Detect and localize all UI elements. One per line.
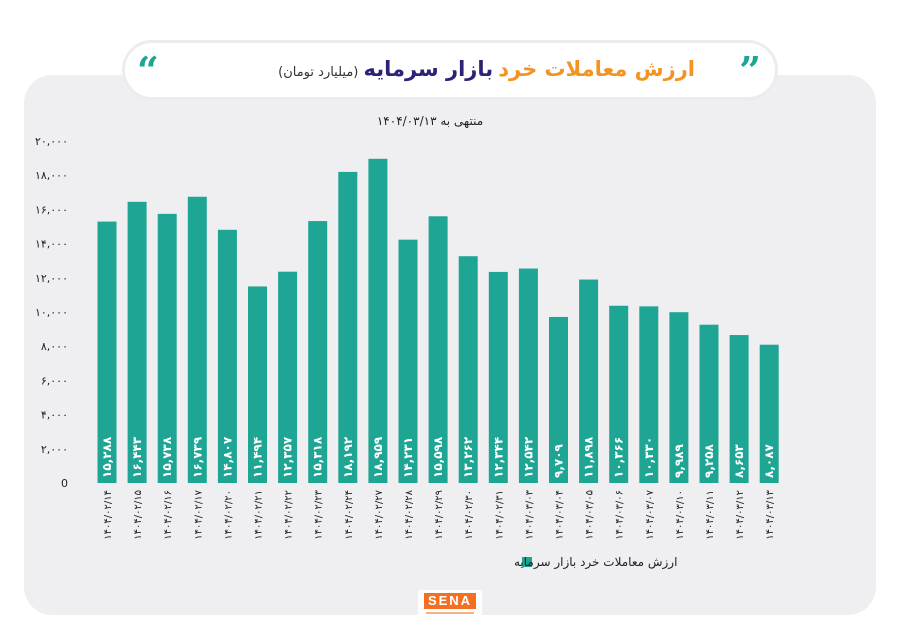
bar-value-label: ۱۵,۷۳۸	[160, 436, 174, 478]
chart-title: ارزش معاملات خرد بازار سرمایه (میلیارد ت…	[278, 57, 695, 81]
bar	[187, 196, 207, 483]
y-tick-label: ۱۴,۰۰۰	[35, 238, 68, 251]
bar-value-label: ۱۶,۴۴۳	[130, 436, 144, 478]
bar-value-label: ۱۲,۳۴۴	[491, 437, 505, 478]
x-tick-label: ۱۴۰۴/۰۳/۱۰	[675, 490, 686, 540]
bar-value-label: ۱۸,۹۵۹	[371, 436, 385, 478]
x-tick-label: ۱۴۰۴/۰۲/۲۲	[284, 490, 295, 540]
chart-subtitle: منتهی به ۱۴۰۴/۰۳/۱۳	[377, 114, 483, 128]
x-tick-label: ۱۴۰۴/۰۲/۲۸	[404, 489, 415, 539]
bar-value-label: ۱۰,۳۶۶	[612, 437, 626, 478]
bar	[639, 306, 659, 483]
bar	[549, 316, 568, 483]
y-tick-label: ۴,۰۰۰	[41, 409, 68, 422]
x-tick-label: ۱۴۰۴/۰۲/۲۷	[374, 489, 385, 539]
sena-logo: SENA	[418, 590, 482, 618]
x-tick-label: ۱۴۰۴/۰۳/۰۶	[615, 490, 626, 540]
bar	[458, 256, 478, 483]
y-tick-label: ۱۶,۰۰۰	[35, 203, 68, 216]
bar	[759, 344, 779, 483]
bar-value-label: ۱۵,۵۹۸	[431, 436, 445, 478]
bar	[729, 335, 749, 483]
x-tick-label: ۱۴۰۴/۰۲/۱۴	[103, 490, 114, 540]
x-tick-label: ۱۴۰۴/۰۲/۲۹	[434, 490, 445, 540]
x-tick-label: ۱۴۰۴/۰۳/۱۱	[705, 490, 716, 540]
y-tick-label: ۱۸,۰۰۰	[35, 169, 68, 182]
y-tick-label: ۱۲,۰۰۰	[35, 272, 68, 285]
bar	[308, 221, 328, 483]
quote-open-icon: “	[137, 48, 159, 93]
x-tick-label: ۱۴۰۴/۰۲/۲۱	[254, 490, 265, 540]
bar-value-label: ۱۵,۳۱۸	[311, 436, 325, 478]
x-axis-labels: ۱۴۰۴/۰۲/۱۴ ۱۴۰۴/۰۲/۱۵ ۱۴۰۴/۰۲/۱۶ ۱۴۰۴/۰۲/۱۷…	[103, 489, 776, 539]
y-axis: 0 ۲,۰۰۰ ۴,۰۰۰ ۶,۰۰۰ ۸,۰۰۰ ۱۰,۰۰۰ ۱۲,۰۰۰ ۱۴,۰۰۰ ۱…	[35, 135, 68, 490]
bar-value-label: ۱۱,۴۹۴	[251, 437, 265, 478]
x-tick-label: ۱۴۰۴/۰۳/۰۷	[645, 489, 656, 539]
y-tick-label: ۸,۰۰۰	[41, 340, 68, 353]
title-part-orange: ارزش معاملات خرد	[498, 57, 695, 81]
bar	[248, 286, 267, 483]
bar-value-label: ۱۵,۲۸۸	[100, 436, 114, 478]
title-part-blue: بازار سرمایه	[363, 57, 494, 81]
bar	[278, 271, 298, 483]
bar	[157, 213, 177, 484]
bar-value-label: ۹,۹۸۹	[672, 443, 686, 478]
bar-value-label: ۱۲,۵۴۲	[521, 436, 535, 478]
title-banner: “ ارزش معاملات خرد بازار سرمایه (میلیارد…	[122, 40, 778, 100]
y-tick-label: ۲۰,۰۰۰	[35, 135, 68, 148]
bar-value-label: ۸,۶۵۳	[732, 443, 746, 478]
bar-value-label: ۱۲,۳۵۷	[281, 436, 295, 478]
bar-value-label: ۱۶,۷۳۹	[190, 436, 204, 478]
x-tick-label: ۱۴۰۴/۰۲/۳۱	[494, 490, 505, 540]
legend-swatch	[522, 557, 532, 567]
bar-value-label: ۱۰,۳۳۰	[642, 437, 656, 478]
x-tick-label: ۱۴۰۴/۰۳/۰۳	[524, 489, 535, 539]
x-tick-label: ۱۴۰۴/۰۲/۲۳	[314, 489, 325, 539]
bar	[699, 324, 719, 483]
x-tick-label: ۱۴۰۴/۰۳/۰۴	[555, 490, 566, 540]
bars: ۱۵,۲۸۸ ۱۶,۴۴۳ ۱۵,۷۳۸ ۱۶,۷۳۹ ۱۴,۸۰۷ ۱۱,۴۹۴ ۱۲,۳…	[97, 158, 779, 484]
x-tick-label: ۱۴۰۴/۰۲/۱۶	[163, 490, 174, 540]
bar	[97, 221, 117, 483]
bar	[488, 271, 508, 483]
bar	[127, 201, 147, 483]
bar	[368, 158, 388, 484]
quote-close-icon: ”	[739, 48, 761, 93]
x-tick-label: ۱۴۰۴/۰۳/۱۲	[735, 490, 746, 540]
y-tick-label: ۲,۰۰۰	[41, 443, 68, 456]
bar-value-label: ۸,۰۸۷	[762, 443, 776, 478]
bar-value-label: ۹,۷۰۹	[552, 443, 566, 478]
sena-logo-text: SENA	[424, 593, 476, 609]
x-tick-label: ۱۴۰۴/۰۲/۲۰	[223, 490, 234, 540]
x-tick-label: ۱۴۰۴/۰۲/۱۵	[133, 490, 144, 540]
bar	[669, 312, 689, 483]
title-unit: (میلیارد تومان)	[278, 65, 359, 80]
bar-value-label: ۱۴,۲۳۱	[401, 437, 415, 478]
x-tick-label: ۱۴۰۴/۰۲/۱۷	[193, 489, 204, 539]
bar	[217, 229, 237, 483]
x-tick-label: ۱۴۰۴/۰۳/۰۵	[585, 490, 596, 540]
bar	[609, 305, 629, 483]
legend: ارزش معاملات خرد بازار سرمایه	[514, 555, 677, 570]
sena-logo-underline	[426, 612, 474, 614]
bar	[398, 239, 418, 483]
x-tick-label: ۱۴۰۴/۰۲/۲۴	[344, 490, 355, 540]
bar	[579, 279, 599, 483]
bar-value-label: ۱۴,۸۰۷	[220, 436, 234, 478]
bar	[428, 216, 448, 483]
bar-value-label: ۱۳,۲۶۲	[461, 436, 475, 478]
bar-value-label: ۱۸,۱۹۲	[341, 436, 355, 478]
bar	[518, 268, 538, 483]
x-tick-label: ۱۴۰۴/۰۳/۱۳	[765, 489, 776, 539]
legend-label: ارزش معاملات خرد بازار سرمایه	[514, 555, 677, 570]
y-tick-label: 0	[61, 477, 68, 490]
bar-value-label: ۱۱,۸۹۸	[582, 436, 596, 478]
bar-value-label: ۹,۲۵۸	[702, 443, 716, 478]
x-tick-label: ۱۴۰۴/۰۲/۳۰	[464, 490, 475, 540]
bar	[338, 171, 358, 483]
y-tick-label: ۱۰,۰۰۰	[35, 306, 68, 319]
y-tick-label: ۶,۰۰۰	[41, 374, 68, 387]
